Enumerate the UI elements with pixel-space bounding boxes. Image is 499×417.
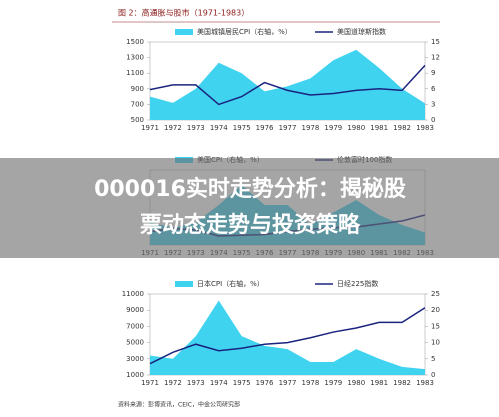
x-tick-label: 1975 bbox=[233, 124, 251, 132]
y-tick-label: 700 bbox=[131, 100, 144, 108]
x-tick-label: 1972 bbox=[164, 124, 182, 132]
source: 资料来源：彭博资讯，CEIC，中金公司研究部 bbox=[118, 401, 240, 409]
y2-tick-label: 25 bbox=[431, 290, 440, 298]
y2-tick-label: 15 bbox=[431, 38, 440, 46]
line bbox=[149, 64, 426, 106]
x-tick-label: 1976 bbox=[256, 124, 274, 132]
y2-tick-label: 6 bbox=[431, 85, 436, 93]
x-tick-label: 1979 bbox=[324, 124, 342, 132]
overlay bbox=[0, 158, 499, 258]
y-tick-label: 1500 bbox=[126, 38, 144, 46]
x-tick-label: 1983 bbox=[416, 379, 434, 387]
x-tick-label: 1974 bbox=[210, 379, 228, 387]
x-tick-label: 1978 bbox=[302, 379, 320, 387]
x-tick-label: 1981 bbox=[370, 124, 388, 132]
y-tick-label: 9000 bbox=[126, 306, 144, 314]
x-tick-label: 1977 bbox=[279, 124, 297, 132]
y-tick-label: 5000 bbox=[126, 339, 144, 347]
y2-tick-label: 10 bbox=[431, 339, 440, 347]
y2-tick-label: 0 bbox=[431, 116, 435, 124]
x-tick-label: 1981 bbox=[370, 379, 388, 387]
area bbox=[150, 49, 425, 120]
x-tick-label: 1982 bbox=[393, 379, 411, 387]
y-tick-label: 1000 bbox=[126, 371, 144, 379]
overlay-title: 000016实时走势分析：揭秘股 bbox=[94, 176, 406, 202]
legend-label: 日本CPI（右轴，%） bbox=[197, 279, 264, 288]
x-tick-label: 1979 bbox=[324, 379, 342, 387]
x-tick-label: 1972 bbox=[164, 379, 182, 387]
y-tick-label: 11000 bbox=[122, 290, 144, 298]
x-tick-label: 1976 bbox=[256, 379, 274, 387]
x-tick-label: 1983 bbox=[416, 124, 434, 132]
overlay-title: 票动态走势与投资策略 bbox=[140, 212, 361, 238]
x-tick-label: 1974 bbox=[210, 124, 228, 132]
x-tick-label: 1977 bbox=[279, 379, 297, 387]
y-tick-label: 1300 bbox=[126, 54, 144, 62]
y-tick-label: 7000 bbox=[126, 322, 144, 330]
y2-tick-label: 0 bbox=[431, 371, 435, 379]
legend-label: 美国道琼斯指数 bbox=[337, 27, 386, 36]
x-tick-label: 1978 bbox=[302, 124, 320, 132]
y-tick-label: 500 bbox=[131, 116, 144, 124]
y2-tick-label: 9 bbox=[431, 69, 435, 77]
y2-tick-label: 20 bbox=[431, 306, 440, 314]
y-tick-label: 900 bbox=[131, 85, 144, 93]
x-tick-label: 1982 bbox=[393, 124, 411, 132]
x-tick-label: 1980 bbox=[347, 379, 365, 387]
y2-tick-label: 3 bbox=[431, 100, 435, 108]
legend-label: 美国城镇居民CPI（右轴，%） bbox=[197, 27, 292, 36]
y2-tick-label: 5 bbox=[431, 355, 435, 363]
y-tick-label: 3000 bbox=[126, 355, 144, 363]
x-tick-label: 1973 bbox=[187, 379, 205, 387]
legend-swatch bbox=[175, 281, 193, 287]
x-tick-label: 1973 bbox=[187, 124, 205, 132]
figure-title: 图 2：高通胀与股市（1971-1983） bbox=[118, 8, 249, 18]
x-tick-label: 1980 bbox=[347, 124, 365, 132]
line bbox=[149, 307, 426, 365]
legend-label: 日经225指数 bbox=[337, 279, 378, 288]
y2-tick-label: 15 bbox=[431, 322, 440, 330]
y2-tick-label: 12 bbox=[431, 54, 440, 62]
area bbox=[150, 300, 425, 375]
y-tick-label: 1100 bbox=[126, 69, 144, 77]
x-tick-label: 1971 bbox=[141, 124, 159, 132]
x-tick-label: 1975 bbox=[233, 379, 251, 387]
x-tick-label: 1971 bbox=[141, 379, 159, 387]
legend-swatch bbox=[175, 29, 193, 35]
